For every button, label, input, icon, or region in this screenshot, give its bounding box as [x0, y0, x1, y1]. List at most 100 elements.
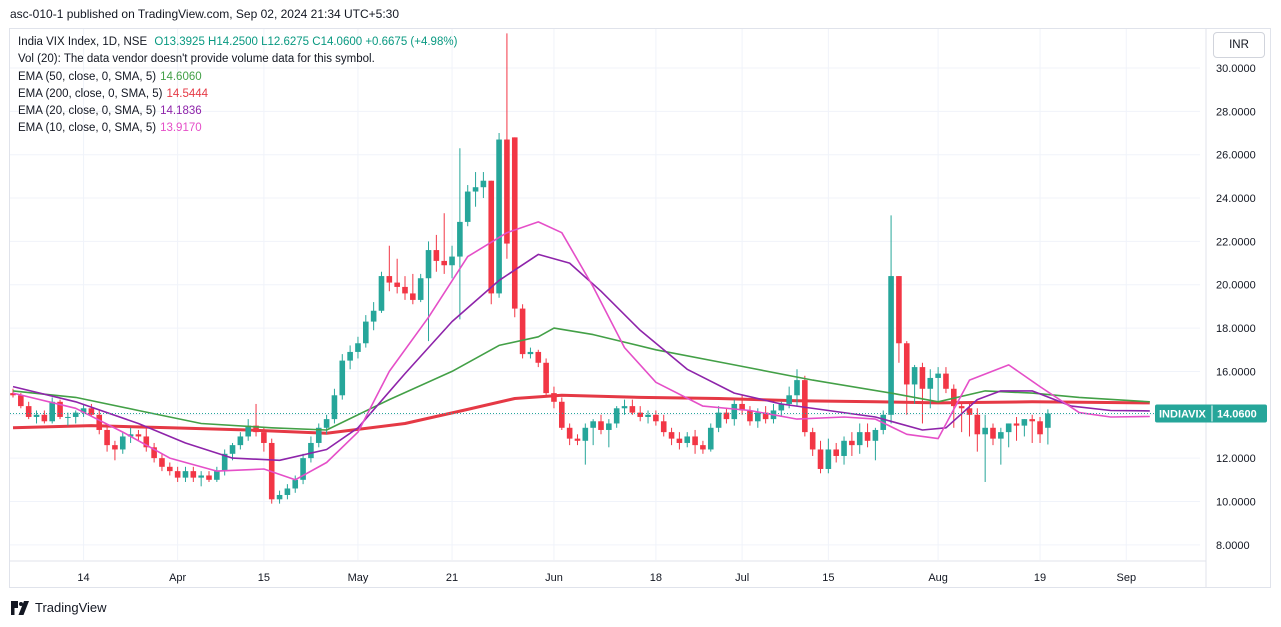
- candle-body: [80, 408, 87, 413]
- candle-body: [755, 412, 761, 422]
- candle-body: [778, 403, 785, 411]
- candle: [331, 388, 338, 424]
- candle-body: [261, 432, 267, 443]
- candle-body: [1045, 413, 1051, 428]
- candle: [590, 419, 596, 446]
- candle: [856, 423, 863, 454]
- candle-body: [174, 471, 181, 478]
- candle: [315, 423, 322, 448]
- tradingview-logo-icon: [11, 600, 29, 615]
- candle-body: [606, 423, 612, 430]
- candle-body: [190, 471, 197, 478]
- candle-body: [676, 438, 683, 443]
- candle: [339, 354, 346, 400]
- candle-body: [786, 395, 792, 404]
- candle-body: [692, 436, 698, 446]
- x-tick-label: 15: [822, 572, 834, 584]
- candle-body: [527, 351, 534, 355]
- candle-body: [833, 449, 839, 456]
- candle: [174, 466, 181, 482]
- candle: [606, 419, 612, 448]
- candle: [715, 406, 722, 433]
- candle: [833, 442, 839, 463]
- candle-body: [472, 187, 479, 192]
- legend-ema-20[interactable]: EMA (20, close, 0, SMA, 5) 14.1836: [18, 105, 202, 118]
- candle: [402, 276, 408, 300]
- candle: [363, 315, 369, 348]
- price-tag: INDIAVIX 14.0600: [1155, 404, 1267, 423]
- candle: [65, 412, 71, 426]
- candle: [849, 432, 855, 456]
- candle-body: [543, 362, 549, 394]
- candle: [292, 475, 299, 493]
- candle: [394, 258, 400, 294]
- x-tick-label: Jul: [735, 572, 749, 584]
- candle: [300, 453, 306, 485]
- candle-body: [151, 447, 157, 459]
- candle-body: [104, 429, 110, 446]
- candle: [261, 427, 267, 452]
- candle-body: [559, 401, 565, 428]
- candle-body: [112, 445, 118, 450]
- candle: [864, 423, 871, 448]
- candle-body: [135, 434, 142, 437]
- candle-body: [998, 432, 1004, 439]
- candle-body: [856, 432, 863, 446]
- candle-body: [566, 427, 573, 439]
- legend-ema-50[interactable]: EMA (50, close, 0, SMA, 5) 14.6060: [18, 70, 202, 83]
- candle-body: [794, 380, 800, 396]
- candle-body: [49, 401, 55, 422]
- candle-body: [715, 412, 722, 428]
- candle-body: [982, 427, 988, 435]
- candle: [57, 399, 63, 420]
- y-tick-label: 18.0000: [1216, 323, 1256, 335]
- candle: [613, 406, 620, 428]
- candle: [747, 406, 753, 426]
- candle: [80, 403, 87, 417]
- candle-body: [449, 256, 455, 266]
- candle-body: [57, 401, 63, 417]
- candle-body: [653, 414, 659, 422]
- candle: [504, 33, 510, 259]
- legend-ema-10[interactable]: EMA (10, close, 0, SMA, 5) 13.9170: [18, 122, 202, 135]
- candle: [1029, 414, 1035, 443]
- y-tick-label: 10.0000: [1216, 496, 1256, 508]
- last-price-symbol: INDIAVIX: [1159, 408, 1207, 420]
- candle: [825, 438, 832, 474]
- y-tick-label: 22.0000: [1216, 236, 1256, 248]
- legend-symbol-title: India VIX Index, 1D, NSE: [18, 36, 148, 48]
- candle-body: [355, 343, 361, 352]
- candle: [668, 427, 675, 446]
- candle-body: [864, 432, 871, 441]
- candle-body: [927, 377, 934, 389]
- candle: [574, 434, 581, 446]
- candle-body: [731, 403, 738, 420]
- legend-ema-200[interactable]: EMA (200, close, 0, SMA, 5) 14.5444: [18, 87, 209, 100]
- published-line: asc-010-1 published on TradingView.com, …: [10, 7, 400, 21]
- candle: [527, 347, 534, 359]
- ema-lines: [12, 221, 1150, 481]
- candle-body: [276, 494, 283, 500]
- footer-brand[interactable]: TradingView: [10, 600, 107, 615]
- candle: [370, 302, 377, 331]
- legend-volume-note[interactable]: Vol (20): The data vendor doesn't provid…: [18, 53, 375, 66]
- candle-body: [668, 432, 675, 439]
- candle-body: [519, 308, 526, 355]
- candle: [96, 410, 103, 435]
- candle: [449, 245, 455, 279]
- candle-body: [903, 343, 910, 385]
- candle-body: [159, 458, 165, 467]
- currency-selector[interactable]: INR: [1213, 32, 1265, 58]
- candle-body: [590, 421, 596, 428]
- legend-ohlc-row[interactable]: India VIX Index, 1D, NSE O13.3925 H14.25…: [18, 34, 457, 51]
- candle: [33, 410, 40, 424]
- candle: [723, 408, 730, 424]
- candle: [551, 386, 557, 409]
- candle-body: [410, 293, 416, 300]
- candle-body: [817, 449, 824, 469]
- candle-body: [237, 436, 244, 446]
- ema-line: [12, 253, 1150, 462]
- candle: [245, 419, 251, 441]
- candle-body: [629, 406, 636, 413]
